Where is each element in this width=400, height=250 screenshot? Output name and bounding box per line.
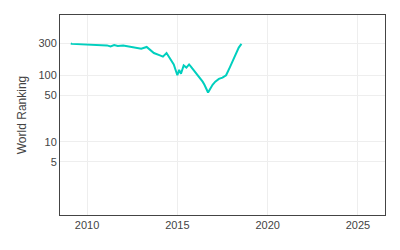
svg-text:2025: 2025 [346,219,370,231]
svg-text:2015: 2015 [165,219,189,231]
svg-text:2010: 2010 [75,219,99,231]
svg-text:10: 10 [45,136,57,148]
svg-text:50: 50 [45,89,57,101]
svg-text:World Ranking: World Ranking [15,76,29,154]
svg-text:5: 5 [51,156,57,168]
svg-text:300: 300 [38,37,56,49]
svg-text:2020: 2020 [255,219,279,231]
svg-text:100: 100 [38,69,56,81]
